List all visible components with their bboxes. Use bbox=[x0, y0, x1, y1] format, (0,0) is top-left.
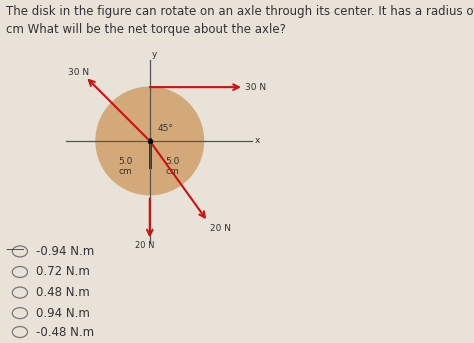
Text: 45°: 45° bbox=[158, 124, 173, 133]
Text: x: x bbox=[255, 137, 260, 145]
Text: -0.94 N.m: -0.94 N.m bbox=[36, 245, 94, 258]
Text: 0.48 N.m: 0.48 N.m bbox=[36, 286, 89, 299]
Text: 0.72 N.m: 0.72 N.m bbox=[36, 265, 90, 279]
Text: 5.0: 5.0 bbox=[118, 157, 133, 166]
Text: y: y bbox=[152, 50, 157, 59]
Circle shape bbox=[96, 87, 203, 195]
Text: 30 N: 30 N bbox=[68, 68, 89, 76]
Text: 20 N: 20 N bbox=[135, 241, 154, 250]
Text: 30 N: 30 N bbox=[246, 83, 266, 92]
Text: 5.0: 5.0 bbox=[165, 157, 180, 166]
Text: 0.94 N.m: 0.94 N.m bbox=[36, 307, 90, 320]
Text: The disk in the figure can rotate on an axle through its center. It has a radius: The disk in the figure can rotate on an … bbox=[6, 5, 474, 18]
Text: cm: cm bbox=[118, 166, 132, 176]
Text: ——: —— bbox=[6, 244, 25, 254]
Text: cm: cm bbox=[165, 166, 179, 176]
Text: 20 N: 20 N bbox=[210, 224, 231, 233]
Text: -0.48 N.m: -0.48 N.m bbox=[36, 326, 94, 339]
Text: cm What will be the net torque about the axle?: cm What will be the net torque about the… bbox=[6, 23, 285, 36]
